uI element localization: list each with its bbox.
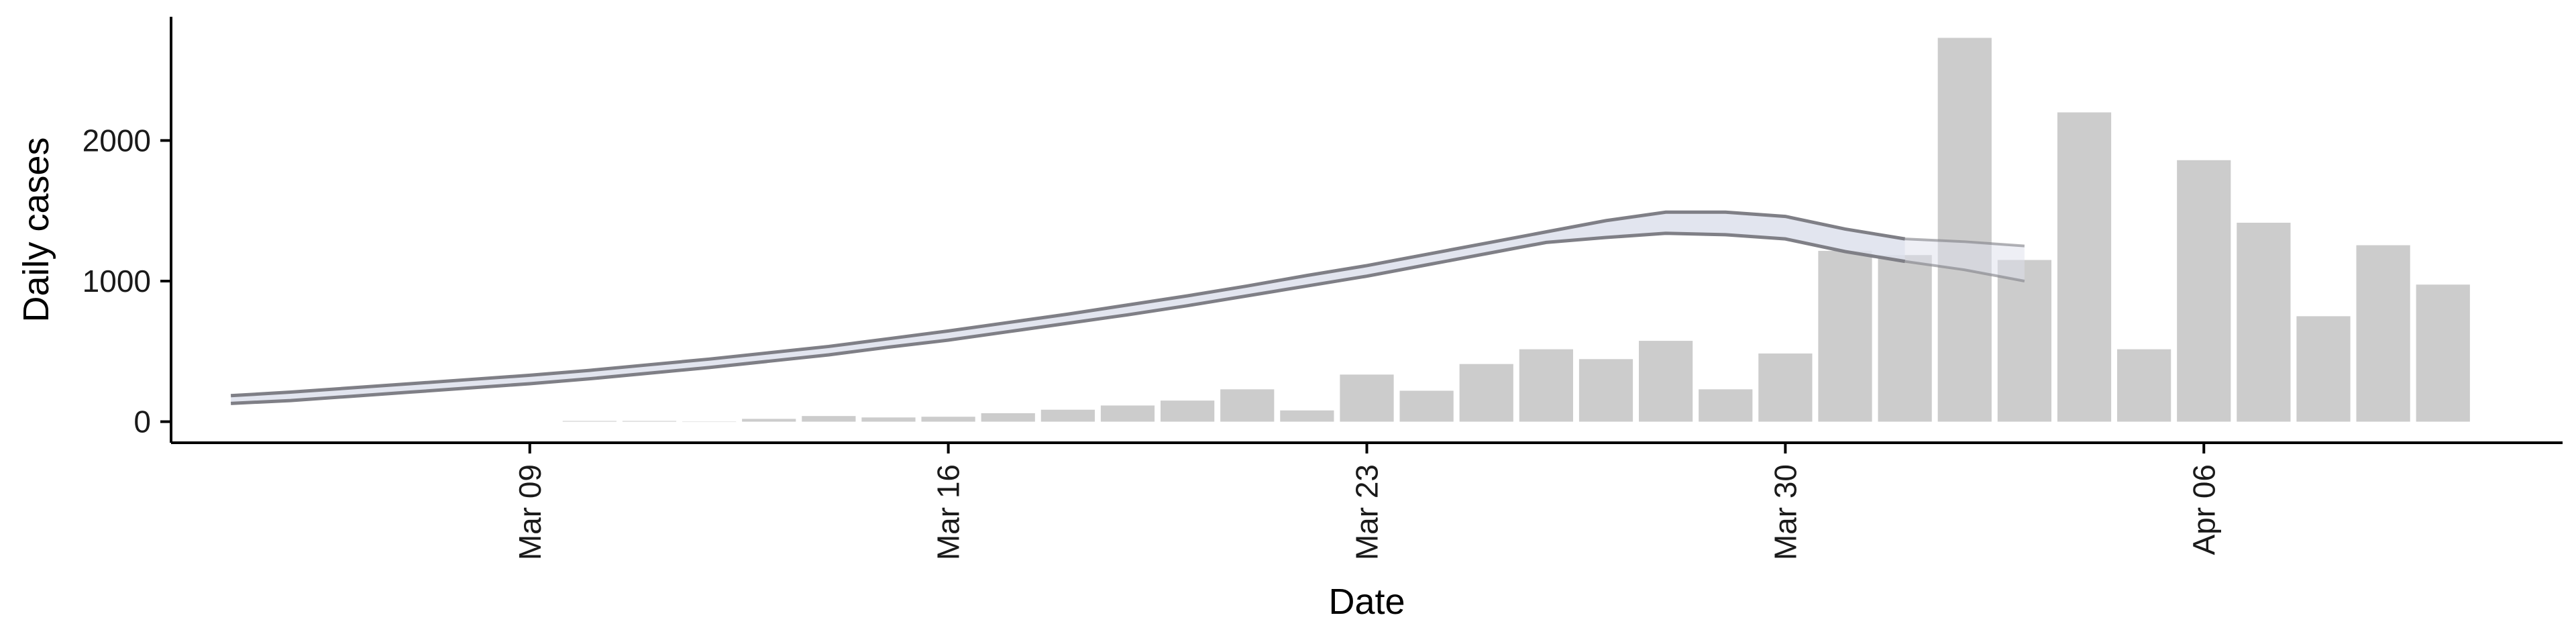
estimate-upper-line <box>230 210 1906 398</box>
x-axis-title: Date <box>1328 582 1405 622</box>
bar-2020-03-15 <box>861 417 916 422</box>
bar-2020-03-12 <box>682 421 737 423</box>
bar-2020-03-17 <box>981 413 1035 422</box>
bar-2020-03-22 <box>1280 410 1334 422</box>
bar-2020-03-31 <box>1818 250 1872 422</box>
bar-2020-03-25 <box>1459 364 1513 422</box>
bar-2020-03-29 <box>1699 389 1753 422</box>
bar-2020-03-27 <box>1578 359 1633 422</box>
x-tick-label-2: Mar 23 <box>1350 464 1385 560</box>
bar-2020-03-23 <box>1340 374 1394 422</box>
bar-2020-04-09 <box>2356 245 2410 422</box>
x-tick-label-1: Mar 16 <box>931 464 966 560</box>
bar-2020-03-11 <box>622 421 677 422</box>
y-tick-label-0: 0 <box>133 405 151 439</box>
bar-2020-03-26 <box>1519 349 1573 422</box>
bar-2020-04-05 <box>2117 349 2171 422</box>
estimate-lower-extension-line <box>1904 260 2025 282</box>
y-tick-label-1000: 1000 <box>83 264 151 299</box>
estimate-band-extension <box>1904 239 2025 281</box>
ticks-layer: 0 1000 2000 Mar 09 Mar 16 Mar 23 Mar 30 Apr 06 <box>83 123 2222 560</box>
estimate-band-layer <box>230 210 2025 405</box>
bar-2020-04-01 <box>1878 255 1932 422</box>
bar-2020-03-21 <box>1220 389 1275 422</box>
bar-2020-04-07 <box>2237 223 2291 422</box>
y-axis-title: Daily cases <box>16 137 56 322</box>
bar-2020-03-13 <box>742 419 796 422</box>
bar-2020-03-16 <box>921 417 975 422</box>
bar-2020-04-03 <box>1997 260 2051 422</box>
bar-2020-04-08 <box>2296 316 2351 422</box>
bar-2020-03-10 <box>562 421 616 422</box>
bar-2020-03-28 <box>1639 341 1693 422</box>
bar-2020-03-19 <box>1100 405 1155 422</box>
bar-2020-04-04 <box>2057 112 2112 422</box>
bar-2020-04-06 <box>2177 160 2231 422</box>
bar-2020-03-24 <box>1399 390 1454 422</box>
x-tick-label-3: Mar 30 <box>1768 464 1803 560</box>
bar-2020-03-14 <box>802 416 856 422</box>
bar-2020-04-10 <box>2416 284 2470 422</box>
y-tick-label-2000: 2000 <box>83 123 151 158</box>
bar-2020-04-02 <box>1937 38 1992 422</box>
bar-2020-03-30 <box>1758 353 1813 422</box>
bars-layer <box>562 38 2470 423</box>
bar-2020-03-18 <box>1040 409 1095 422</box>
estimate-lower-line <box>231 231 1906 405</box>
bar-2020-03-20 <box>1161 400 1215 422</box>
x-tick-label-4: Apr 06 <box>2186 464 2221 555</box>
estimate-band <box>231 212 1905 404</box>
estimate-upper-extension-line <box>1904 237 2025 248</box>
x-tick-label-0: Mar 09 <box>513 464 547 560</box>
